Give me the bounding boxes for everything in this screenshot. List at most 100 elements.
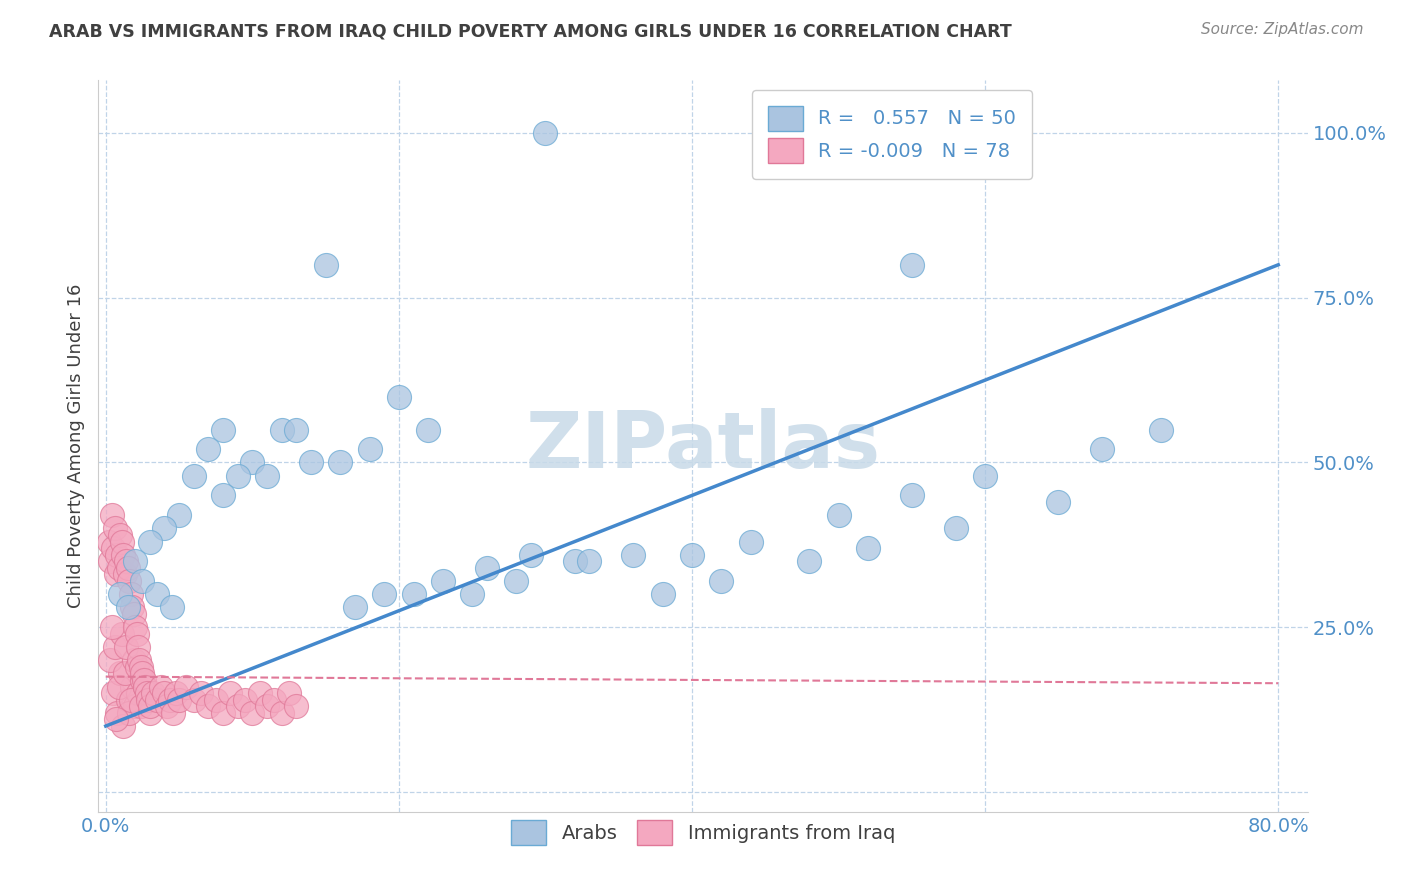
Point: [159, 692, 181, 706]
Point: [240, 455, 263, 469]
Point: [901, 488, 924, 502]
Point: [256, 699, 278, 714]
Point: [146, 692, 169, 706]
Point: [138, 534, 160, 549]
Point: [107, 548, 129, 562]
Point: [1150, 423, 1173, 437]
Point: [226, 699, 249, 714]
Point: [212, 423, 235, 437]
Point: [256, 468, 278, 483]
Point: [120, 692, 142, 706]
Point: [1091, 442, 1114, 457]
Point: [105, 567, 128, 582]
Point: [108, 680, 131, 694]
Point: [98, 554, 121, 568]
Point: [124, 699, 146, 714]
Point: [418, 423, 440, 437]
Text: ARAB VS IMMIGRANTS FROM IRAQ CHILD POVERTY AMONG GIRLS UNDER 16 CORRELATION CHAR: ARAB VS IMMIGRANTS FROM IRAQ CHILD POVER…: [49, 22, 1012, 40]
Point: [162, 706, 184, 720]
Point: [270, 706, 292, 720]
Point: [621, 548, 644, 562]
Point: [105, 713, 128, 727]
Point: [901, 258, 924, 272]
Point: [125, 627, 148, 641]
Point: [97, 534, 120, 549]
Point: [115, 554, 138, 568]
Point: [226, 468, 249, 483]
Point: [115, 640, 138, 654]
Point: [856, 541, 879, 556]
Point: [285, 423, 308, 437]
Point: [153, 521, 176, 535]
Point: [120, 587, 142, 601]
Point: [112, 548, 135, 562]
Point: [129, 699, 152, 714]
Point: [165, 686, 187, 700]
Point: [135, 686, 157, 700]
Point: [329, 455, 352, 469]
Point: [131, 673, 153, 687]
Point: [156, 699, 179, 714]
Point: [134, 680, 156, 694]
Text: Source: ZipAtlas.com: Source: ZipAtlas.com: [1201, 22, 1364, 37]
Point: [197, 442, 219, 457]
Point: [111, 627, 134, 641]
Point: [315, 258, 337, 272]
Point: [402, 587, 425, 601]
Point: [128, 653, 150, 667]
Point: [299, 455, 322, 469]
Point: [176, 680, 198, 694]
Point: [117, 600, 139, 615]
Point: [125, 659, 148, 673]
Point: [827, 508, 849, 523]
Point: [651, 587, 673, 601]
Point: [146, 587, 169, 601]
Point: [98, 653, 121, 667]
Point: [520, 548, 543, 562]
Point: [475, 561, 498, 575]
Point: [111, 534, 134, 549]
Point: [121, 680, 143, 694]
Point: [799, 554, 821, 568]
Point: [681, 548, 703, 562]
Point: [197, 699, 219, 714]
Point: [127, 640, 149, 654]
Point: [124, 554, 146, 568]
Point: [359, 442, 381, 457]
Point: [1047, 495, 1070, 509]
Point: [114, 666, 136, 681]
Point: [101, 686, 124, 700]
Point: [945, 521, 967, 535]
Point: [740, 534, 762, 549]
Point: [278, 686, 301, 700]
Point: [100, 620, 122, 634]
Point: [167, 508, 190, 523]
Point: [127, 686, 149, 700]
Point: [270, 423, 292, 437]
Point: [136, 692, 159, 706]
Point: [134, 680, 156, 694]
Point: [138, 706, 160, 720]
Point: [343, 600, 366, 615]
Point: [117, 692, 139, 706]
Point: [108, 561, 131, 575]
Point: [153, 686, 176, 700]
Point: [118, 574, 141, 588]
Point: [103, 521, 125, 535]
Point: [142, 686, 165, 700]
Point: [121, 600, 143, 615]
Point: [167, 692, 190, 706]
Point: [534, 126, 557, 140]
Point: [101, 541, 124, 556]
Point: [110, 528, 132, 542]
Text: ZIPatlas: ZIPatlas: [526, 408, 880, 484]
Point: [107, 706, 129, 720]
Point: [219, 686, 242, 700]
Point: [131, 574, 153, 588]
Point: [103, 640, 125, 654]
Point: [124, 620, 146, 634]
Point: [432, 574, 454, 588]
Point: [388, 390, 411, 404]
Point: [505, 574, 527, 588]
Point: [461, 587, 484, 601]
